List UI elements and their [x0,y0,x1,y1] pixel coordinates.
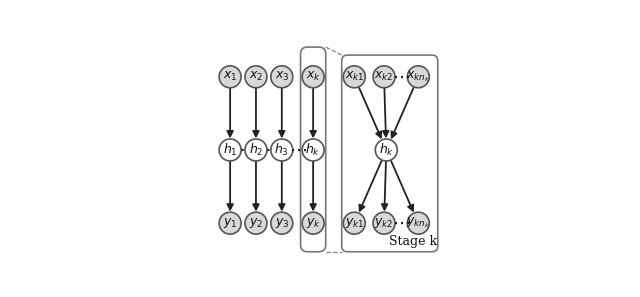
Circle shape [373,66,395,88]
Text: $y_{k1}$: $y_{k1}$ [344,216,364,230]
Text: $x_k$: $x_k$ [305,70,321,83]
Circle shape [245,66,267,88]
Text: $x_1$: $x_1$ [223,70,237,83]
Text: $y_3$: $y_3$ [275,216,289,230]
Circle shape [302,66,324,88]
Circle shape [302,139,324,161]
Text: $x_2$: $x_2$ [249,70,263,83]
Circle shape [245,139,267,161]
Text: $y_{kn_k}$: $y_{kn_k}$ [406,216,430,230]
Text: $x_{k2}$: $x_{k2}$ [374,70,394,83]
Text: $h_3$: $h_3$ [275,142,289,158]
Text: $h_1$: $h_1$ [223,142,237,158]
Text: Stage k: Stage k [388,235,436,248]
Circle shape [375,139,397,161]
Circle shape [373,212,395,234]
Text: $\cdots$: $\cdots$ [392,214,410,232]
Text: $y_{k2}$: $y_{k2}$ [374,216,394,230]
Text: $h_k$: $h_k$ [379,142,394,158]
Text: $y_2$: $y_2$ [249,216,263,230]
Text: $x_3$: $x_3$ [275,70,289,83]
Circle shape [343,212,365,234]
Circle shape [343,66,365,88]
Circle shape [271,66,292,88]
Text: $h_k$: $h_k$ [305,142,321,158]
Text: $\cdots$: $\cdots$ [289,141,307,159]
Circle shape [219,212,241,234]
Circle shape [245,212,267,234]
Text: $x_{k1}$: $x_{k1}$ [344,70,364,83]
Text: $y_1$: $y_1$ [223,216,237,230]
Text: $\cdots$: $\cdots$ [392,68,410,86]
Circle shape [219,139,241,161]
Circle shape [219,66,241,88]
Text: $x_{kn_k}$: $x_{kn_k}$ [406,69,430,84]
Circle shape [271,212,292,234]
Circle shape [302,212,324,234]
Circle shape [407,212,429,234]
Circle shape [271,139,292,161]
Circle shape [407,66,429,88]
Text: $y_k$: $y_k$ [306,216,321,230]
Text: $h_2$: $h_2$ [249,142,263,158]
